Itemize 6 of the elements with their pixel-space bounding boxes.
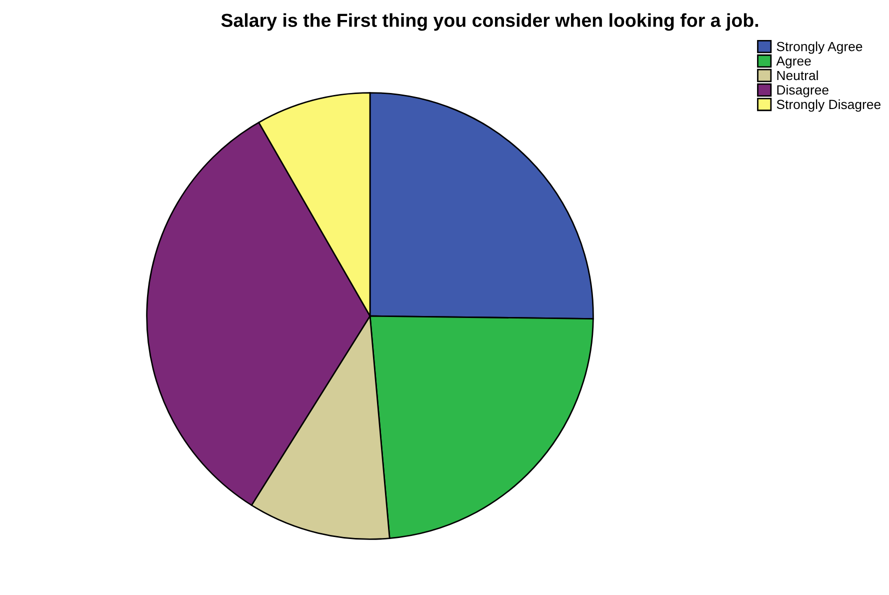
chart-title: Salary is the First thing you consider when looking for a job. <box>221 13 758 31</box>
legend-label: Strongly Agree <box>776 42 862 54</box>
legend-label: Agree <box>776 56 811 68</box>
legend-label: Disagree <box>777 84 828 98</box>
legend-label: Neutral <box>777 70 818 80</box>
legend-label: Strongly Disagree <box>776 99 881 112</box>
